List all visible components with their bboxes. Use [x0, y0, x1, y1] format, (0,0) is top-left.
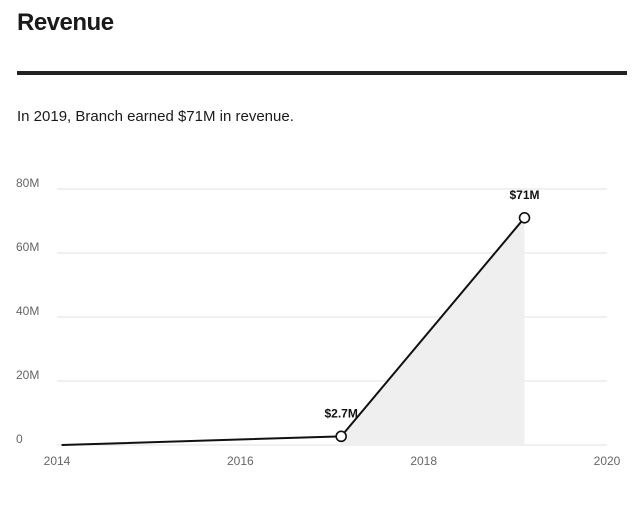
data-point-marker — [335, 430, 347, 443]
area-fill-shape — [341, 217, 525, 445]
data-point-marker — [518, 212, 531, 224]
x-tick-label: 2018 — [410, 454, 437, 468]
x-tick-label: 2020 — [594, 454, 621, 468]
y-tick-label: 0 — [16, 432, 23, 446]
y-tick-label: 20M — [16, 368, 39, 382]
y-tick-label: 60M — [16, 240, 39, 254]
x-axis-ticks: 2014 2016 2018 2020 — [44, 454, 621, 468]
x-tick-label: 2016 — [227, 454, 254, 468]
area-fill — [341, 217, 525, 445]
y-axis-ticks: 0 20M 40M 60M 80M — [16, 176, 39, 446]
data-labels: $2.7M $71M — [324, 188, 539, 421]
data-label: $71M — [509, 188, 539, 202]
title-divider — [17, 71, 627, 75]
page-title: Revenue — [17, 9, 114, 36]
x-tick-label: 2014 — [44, 454, 71, 468]
y-tick-label: 40M — [16, 304, 39, 318]
chart-summary: In 2019, Branch earned $71M in revenue. — [17, 108, 294, 125]
y-tick-label: 80M — [16, 176, 39, 190]
data-points — [335, 212, 531, 443]
data-label: $2.7M — [324, 406, 357, 420]
